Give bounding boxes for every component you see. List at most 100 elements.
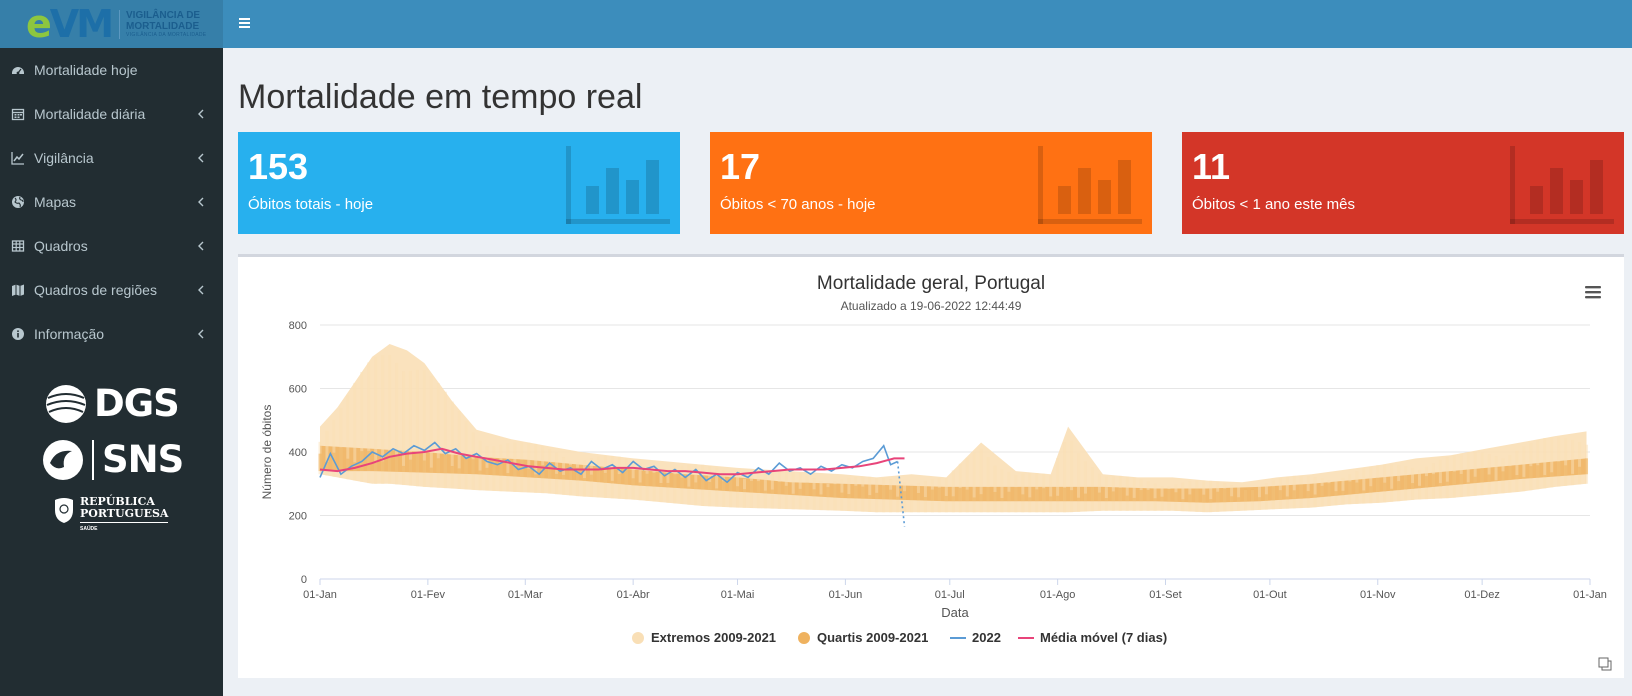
quartis-bar: [645, 473, 649, 487]
chevron-left-icon: [197, 327, 205, 343]
quartis-bar: [638, 482, 642, 486]
stat-box-menos-70[interactable]: 17 Óbitos < 70 anos - hoje: [710, 132, 1152, 234]
quartis-bar: [1585, 458, 1589, 475]
chart-menu-icon[interactable]: [1584, 284, 1602, 300]
dgs-logo: DGS: [44, 382, 180, 425]
extremos-bar: [374, 356, 378, 484]
extremos-bar: [1536, 440, 1540, 490]
sidebar-item-label: Vigilância: [34, 150, 94, 166]
line-chart-icon: [11, 151, 25, 165]
sidebar-item-mapas[interactable]: Mapas: [0, 180, 223, 224]
calendar-icon: [11, 107, 25, 121]
extremos-bar: [1390, 464, 1394, 502]
extremos-bar: [1070, 440, 1074, 513]
sidebar-toggle-icon[interactable]: [237, 15, 253, 31]
quartis-bar: [833, 484, 837, 498]
extremos-bar: [951, 470, 955, 513]
stat-box-menos-1-ano[interactable]: 11 Óbitos < 1 ano este mês: [1182, 132, 1624, 234]
extremos-bar: [478, 440, 482, 491]
stat-label: Óbitos < 70 anos - hoje: [720, 196, 876, 213]
extremos-bar: [1418, 469, 1422, 500]
quartis-bar: [736, 486, 740, 492]
republica-logo: REPÚBLICA PORTUGUESA SAÚDE: [53, 496, 169, 532]
quartis-bar: [923, 497, 927, 501]
quartis-bar: [395, 455, 399, 472]
quartis-bar: [1146, 489, 1150, 502]
top-bar: [223, 0, 1632, 48]
extremos-bar: [325, 430, 329, 476]
quartis-bar: [1383, 482, 1387, 492]
sidebar-item-quadros-de-regioes[interactable]: Quadros de regiões: [0, 268, 223, 312]
quartis-bar: [318, 453, 322, 472]
extremos-bar: [408, 370, 412, 486]
quartis-bar: [749, 480, 753, 493]
quartis-bar: [464, 457, 468, 474]
mortality-chart: Mortalidade geral, Portugal Atualizado a …: [260, 273, 1612, 671]
quartis-bar: [1014, 487, 1018, 502]
quartis-bar: [1445, 481, 1449, 486]
extremos-bar: [1000, 469, 1004, 513]
quartis-bar: [951, 496, 955, 502]
extremos-bar: [381, 355, 385, 484]
x-tick-label: 01-Jun: [829, 589, 863, 601]
sns-text: SNS: [102, 438, 184, 481]
quartis-bar: [729, 477, 733, 492]
quartis-bar: [1550, 472, 1554, 477]
extremos-bar: [422, 370, 426, 487]
y-tick-label: 800: [289, 320, 307, 332]
map-icon: [11, 283, 25, 297]
app-logo[interactable]: e VM VIGILÂNCIA DE MORTALIDADE VIGILÂNCI…: [0, 0, 223, 48]
quartis-bar: [784, 485, 788, 495]
quartis-bar: [715, 488, 719, 491]
quartis-bar: [1404, 475, 1408, 490]
quartis-bar: [1230, 496, 1234, 503]
quartis-bar: [492, 458, 496, 476]
stat-box-total-hoje[interactable]: 153 Óbitos totais - hoje: [238, 132, 680, 234]
sidebar-item-mortalidade-hoje[interactable]: Mortalidade hoje: [0, 48, 223, 92]
quartis-bar: [1418, 485, 1422, 489]
chevron-left-icon: [197, 283, 205, 299]
quartis-bar: [624, 469, 628, 485]
quartis-bar: [457, 468, 461, 474]
extremos-bar: [1097, 473, 1101, 511]
extremos-bar: [1077, 453, 1081, 512]
quartis-bar: [1070, 490, 1074, 502]
y-tick-label: 400: [289, 447, 307, 459]
quartis-bar: [1459, 473, 1463, 485]
sns-logo: SNS: [42, 438, 184, 481]
logo-text: VIGILÂNCIA DE MORTALIDADE VIGILÂNCIA DA …: [119, 9, 206, 39]
x-tick-label: 01-Out: [1253, 589, 1287, 601]
extremos-bar: [868, 476, 872, 513]
extremos-bar: [443, 391, 447, 489]
extremos-bar: [1550, 437, 1554, 488]
chart-panel: Mortalidade geral, Portugal Atualizado a …: [238, 254, 1624, 678]
x-tick-label: 01-Jan: [303, 589, 337, 601]
extremos-bar: [1438, 459, 1442, 499]
quartis-bar: [812, 489, 816, 497]
quartis-bar: [1278, 490, 1282, 500]
quartis-bar: [353, 462, 357, 472]
table-icon: [11, 239, 25, 253]
quartis-bar: [986, 487, 990, 502]
sidebar-item-label: Mapas: [34, 194, 77, 210]
quartis-bar: [770, 489, 774, 494]
extremos-bar: [332, 419, 336, 477]
sidebar-item-vigilancia[interactable]: Vigilância: [0, 136, 223, 180]
quartis-bar: [944, 495, 948, 502]
quartis-bar: [1431, 474, 1435, 487]
sidebar-item-quadros[interactable]: Quadros: [0, 224, 223, 268]
quartis-bar: [1355, 482, 1359, 494]
sidebar-item-informacao[interactable]: Informação: [0, 312, 223, 356]
quartis-bar: [1292, 490, 1296, 500]
stat-value: 17: [720, 146, 761, 187]
sns-divider: [92, 439, 94, 480]
extremos-bar: [965, 457, 969, 513]
series-2022-line: [319, 441, 898, 484]
dashboard-icon: [11, 63, 25, 77]
x-tick-label: 01-Nov: [1360, 589, 1396, 601]
sidebar-item-mortalidade-diaria[interactable]: Mortalidade diária: [0, 92, 223, 136]
republica-line3: SAÚDE: [80, 526, 98, 532]
quartis-bar: [1097, 492, 1101, 502]
quartis-bar: [979, 494, 983, 502]
quartis-bar: [1390, 488, 1394, 491]
